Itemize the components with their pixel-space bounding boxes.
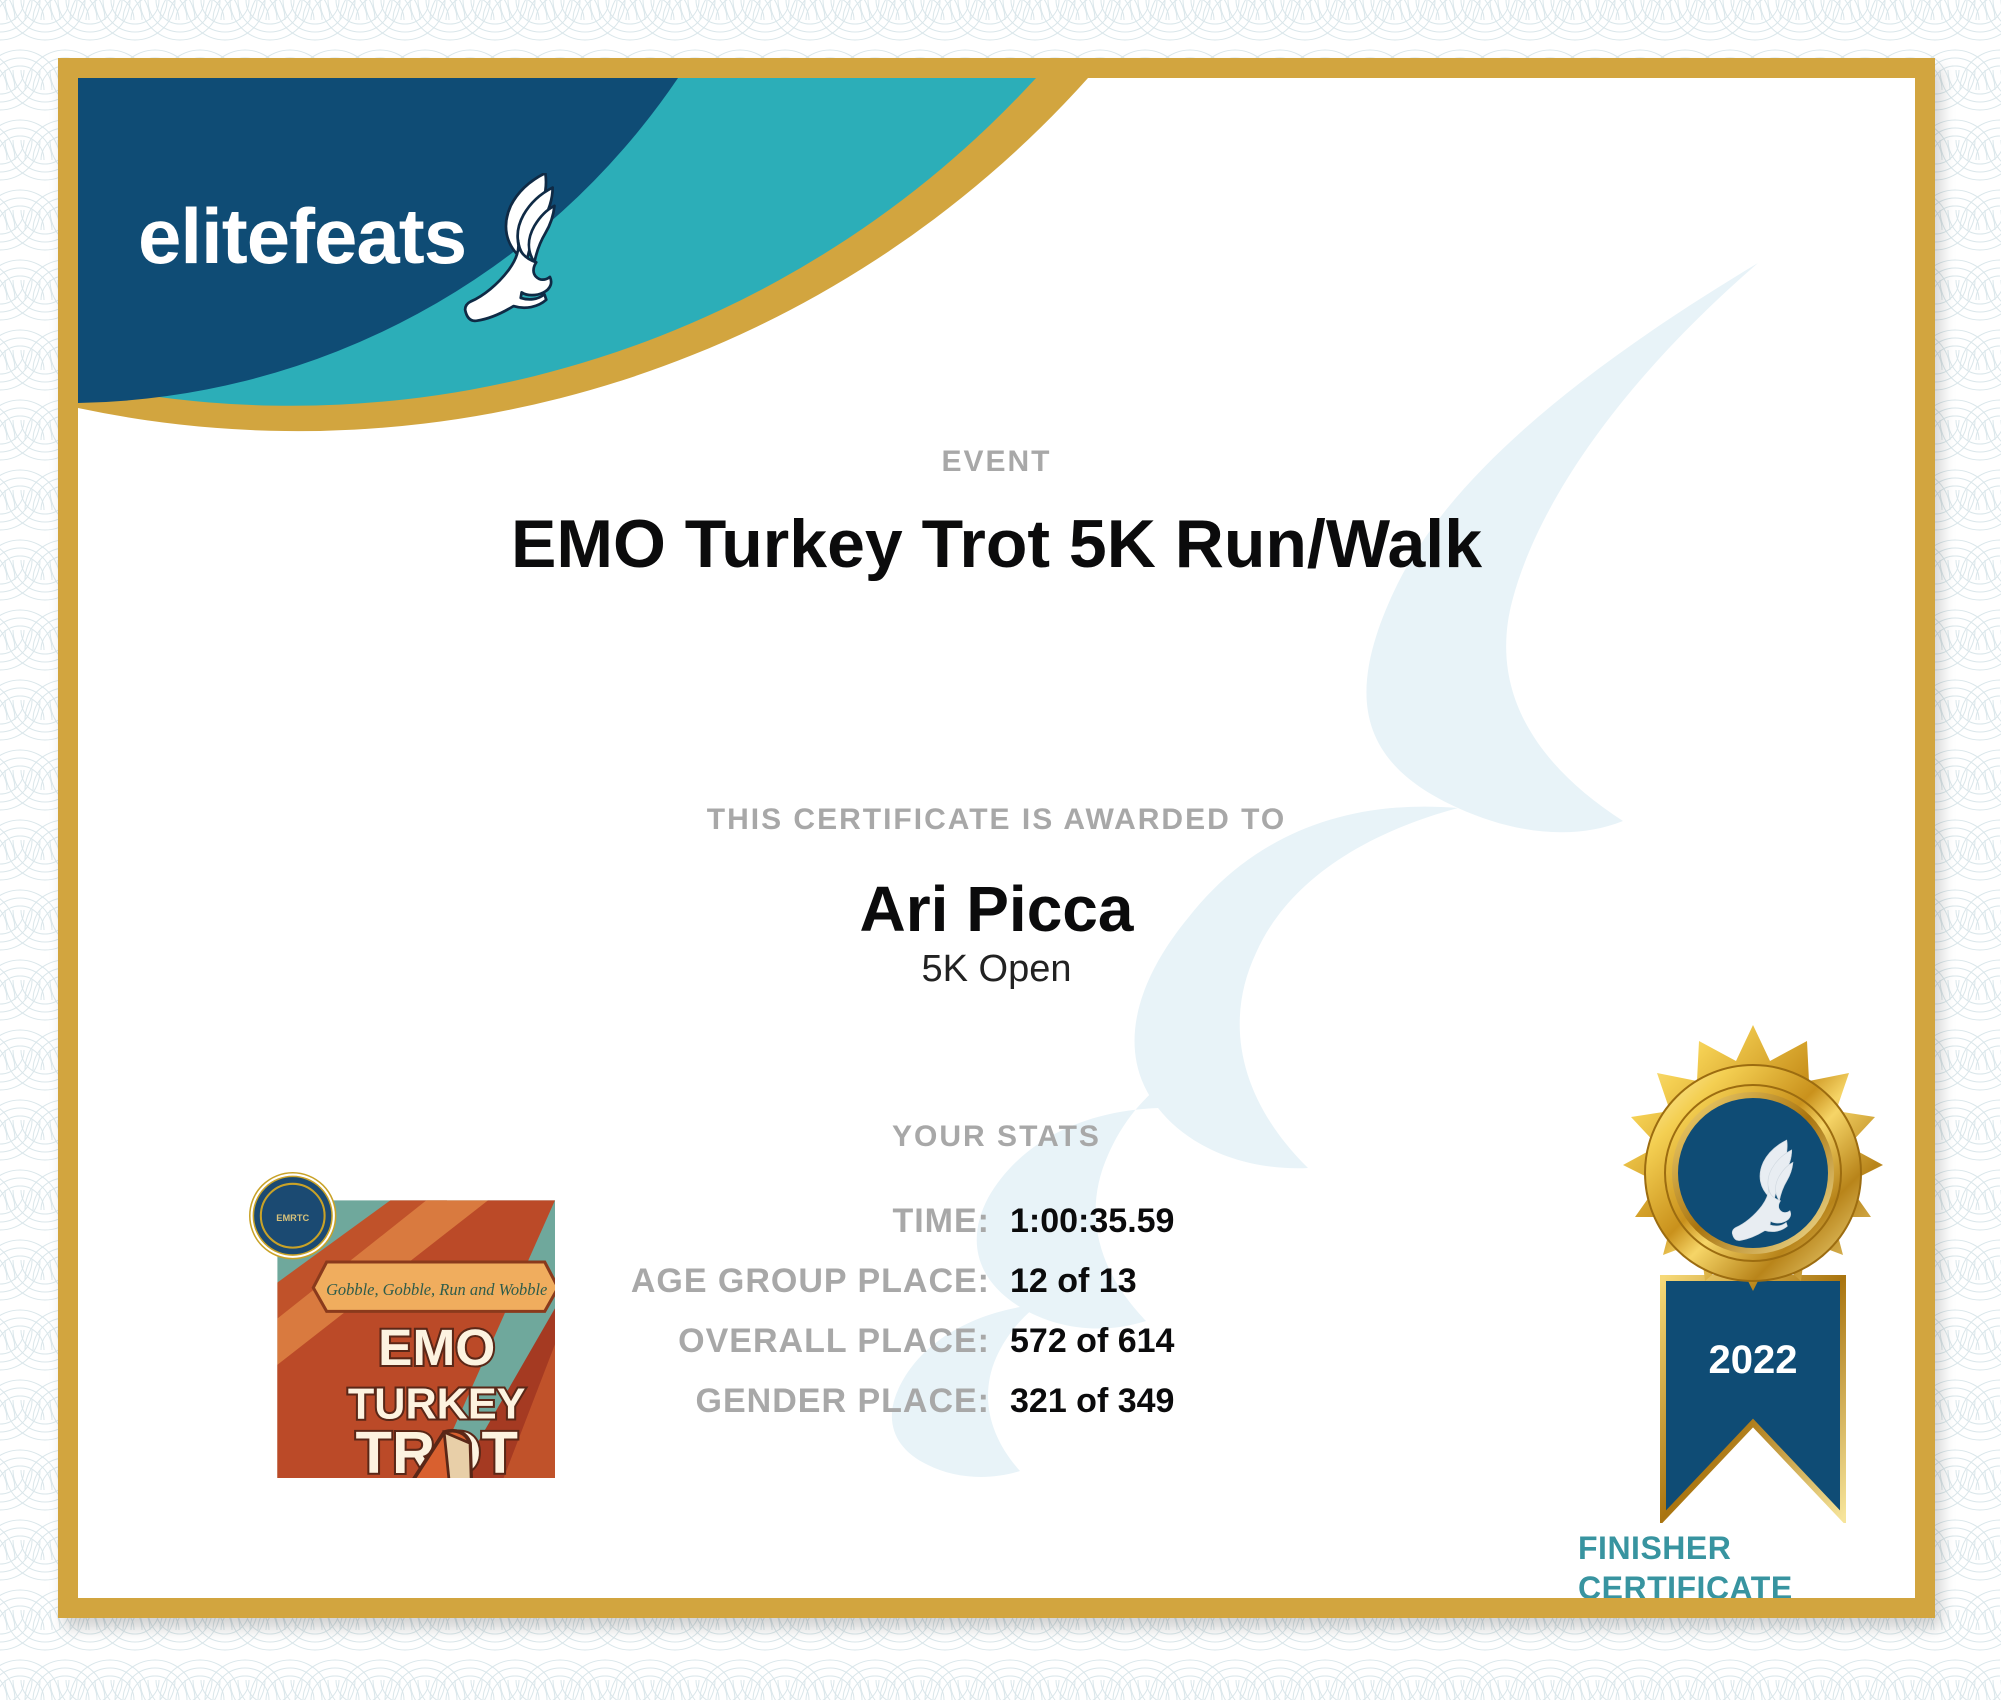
svg-text:elitefeats: elitefeats <box>138 192 466 280</box>
svg-text:2022: 2022 <box>1709 1338 1798 1382</box>
svg-text:EMRTC: EMRTC <box>276 1213 309 1223</box>
svg-text:EMO: EMO <box>378 1318 495 1376</box>
svg-text:Gobble, Gobble, Run and Wobble: Gobble, Gobble, Run and Wobble <box>326 1280 547 1299</box>
